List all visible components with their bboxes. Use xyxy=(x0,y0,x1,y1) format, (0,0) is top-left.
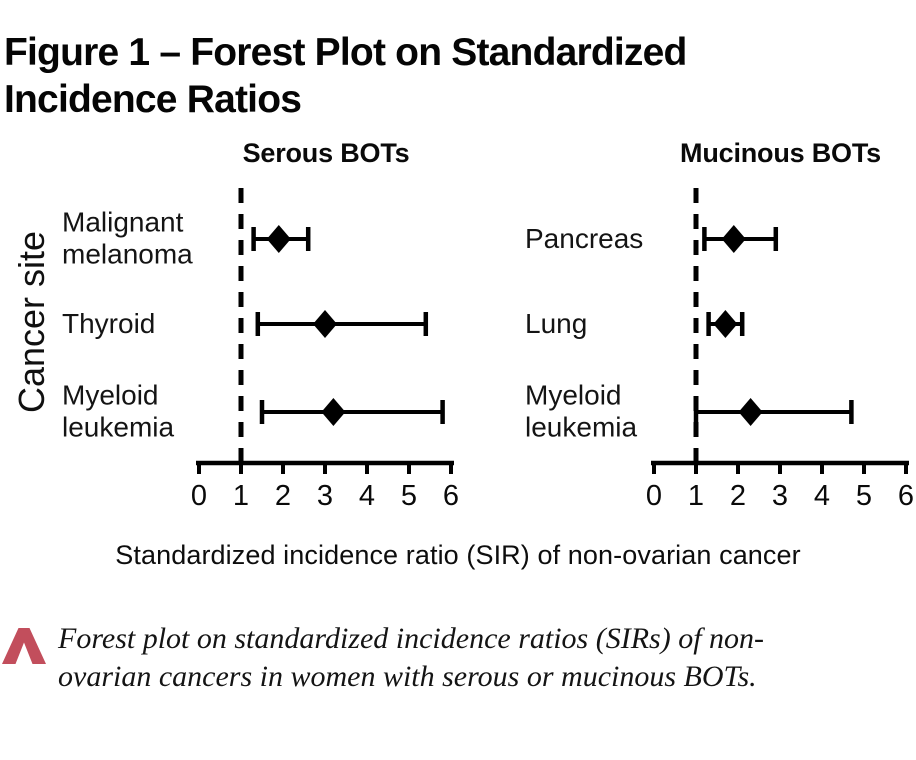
panel-header-serous: Serous BOTs xyxy=(242,138,410,168)
figure-title: Figure 1 – Forest Plot on Standardized I… xyxy=(4,31,687,121)
x-axis-tick-label: 4 xyxy=(814,480,830,512)
y-axis-label: Cancer site xyxy=(11,230,52,414)
x-axis-tick-label: 2 xyxy=(730,480,746,512)
row-label-myeloid-leukemia-mucinous: Myeloid leukemia xyxy=(525,379,638,443)
x-axis-label: Standardized incidence ratio (SIR) of no… xyxy=(115,540,801,570)
x-axis-tick-label: 3 xyxy=(772,480,788,512)
chevron-up-icon xyxy=(2,628,46,664)
x-axis-tick-label: 1 xyxy=(688,480,704,512)
sir-diamond-marker xyxy=(721,225,746,253)
row-label-thyroid: Thyroid xyxy=(62,307,156,339)
x-axis-tick-label: 6 xyxy=(443,480,459,512)
x-axis-tick-label: 5 xyxy=(856,480,872,512)
sir-diamond-marker xyxy=(266,225,291,253)
x-axis-tick-label: 2 xyxy=(275,480,291,512)
x-axis-tick-label: 3 xyxy=(317,480,333,512)
caption-text: Forest plot on standardized incidence ra… xyxy=(58,622,765,694)
x-axis-tick-label: 4 xyxy=(359,480,375,512)
sir-diamond-marker xyxy=(738,398,763,426)
sir-diamond-marker xyxy=(713,310,738,338)
x-axis-tick-label: 0 xyxy=(646,480,662,512)
figure-caption: Forest plot on standardized incidence ra… xyxy=(2,620,882,697)
x-axis-tick-label: 0 xyxy=(191,480,207,512)
row-label-pancreas: Pancreas xyxy=(525,222,644,254)
row-label-lung: Lung xyxy=(525,307,588,339)
x-axis-tick-label: 1 xyxy=(233,480,249,512)
panel-header-mucinous: Mucinous BOTs xyxy=(680,138,881,168)
sir-diamond-marker xyxy=(321,398,346,426)
sir-diamond-marker xyxy=(313,310,337,338)
x-axis-tick-label: 6 xyxy=(898,480,914,512)
row-label-malignant-melanoma: Malignant melanoma xyxy=(62,206,193,270)
row-label-myeloid-leukemia-serous: Myeloid leukemia xyxy=(62,379,175,443)
x-axis-tick-label: 5 xyxy=(401,480,417,512)
